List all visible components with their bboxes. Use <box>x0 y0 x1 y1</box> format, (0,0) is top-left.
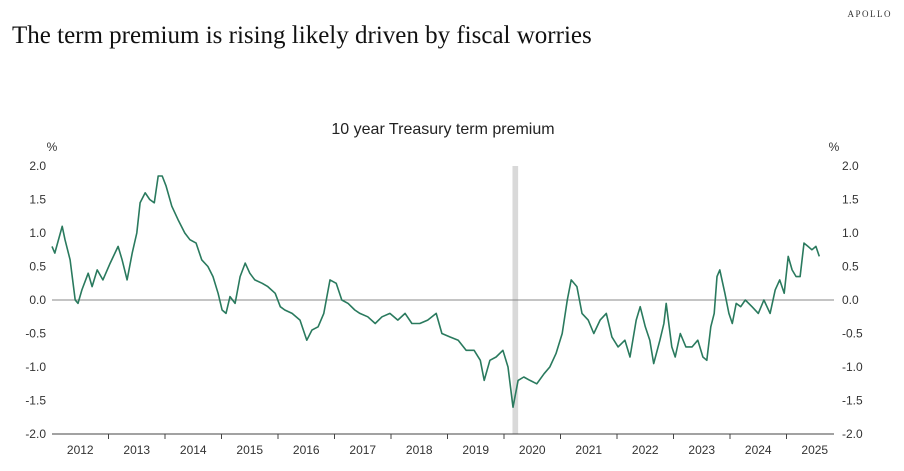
brand-logo: APOLLO <box>847 9 892 19</box>
x-tick-label: 2014 <box>180 443 207 457</box>
x-tick-label: 2015 <box>236 443 263 457</box>
y-tick-label-left: 0.0 <box>29 293 46 307</box>
x-tick-label: 2017 <box>349 443 376 457</box>
y-tick-label-right: 2.0 <box>842 159 859 173</box>
y-tick-label-right: -0.5 <box>842 327 863 341</box>
series-line-term-premium <box>51 175 821 409</box>
y-tick-label-right: -1.5 <box>842 394 863 408</box>
y-tick-label-right: 1.5 <box>842 193 859 207</box>
x-tick-label: 2022 <box>632 443 659 457</box>
y-tick-label-left: 1.0 <box>29 226 46 240</box>
y-axis-unit-left: % <box>47 140 58 154</box>
x-tick-label: 2023 <box>688 443 715 457</box>
y-tick-label-right: 1.0 <box>842 226 859 240</box>
headline: The term premium is rising likely driven… <box>12 22 592 49</box>
y-tick-label-left: -0.5 <box>25 327 46 341</box>
x-tick-label: 2024 <box>745 443 772 457</box>
x-tick-label: 2016 <box>293 443 320 457</box>
y-tick-label-left: -1.0 <box>25 360 46 374</box>
y-tick-label-right: 0.0 <box>842 293 859 307</box>
y-tick-label-right: -2.0 <box>842 427 863 441</box>
x-tick-label: 2019 <box>462 443 489 457</box>
y-tick-label-right: 0.5 <box>842 260 859 274</box>
chart-title: 10 year Treasury term premium <box>331 121 554 138</box>
y-tick-label-right: -1.0 <box>842 360 863 374</box>
x-tick-label: 2013 <box>123 443 150 457</box>
x-tick-label: 2025 <box>801 443 828 457</box>
x-tick-label: 2020 <box>519 443 546 457</box>
x-tick-label: 2018 <box>406 443 433 457</box>
y-tick-label-left: -1.5 <box>25 394 46 408</box>
y-axis-unit-right: % <box>829 140 840 154</box>
x-tick-label: 2012 <box>67 443 94 457</box>
x-tick-label: 2021 <box>575 443 602 457</box>
y-tick-label-left: -2.0 <box>25 427 46 441</box>
y-tick-label-left: 0.5 <box>29 260 46 274</box>
y-tick-label-left: 2.0 <box>29 159 46 173</box>
y-tick-label-left: 1.5 <box>29 193 46 207</box>
